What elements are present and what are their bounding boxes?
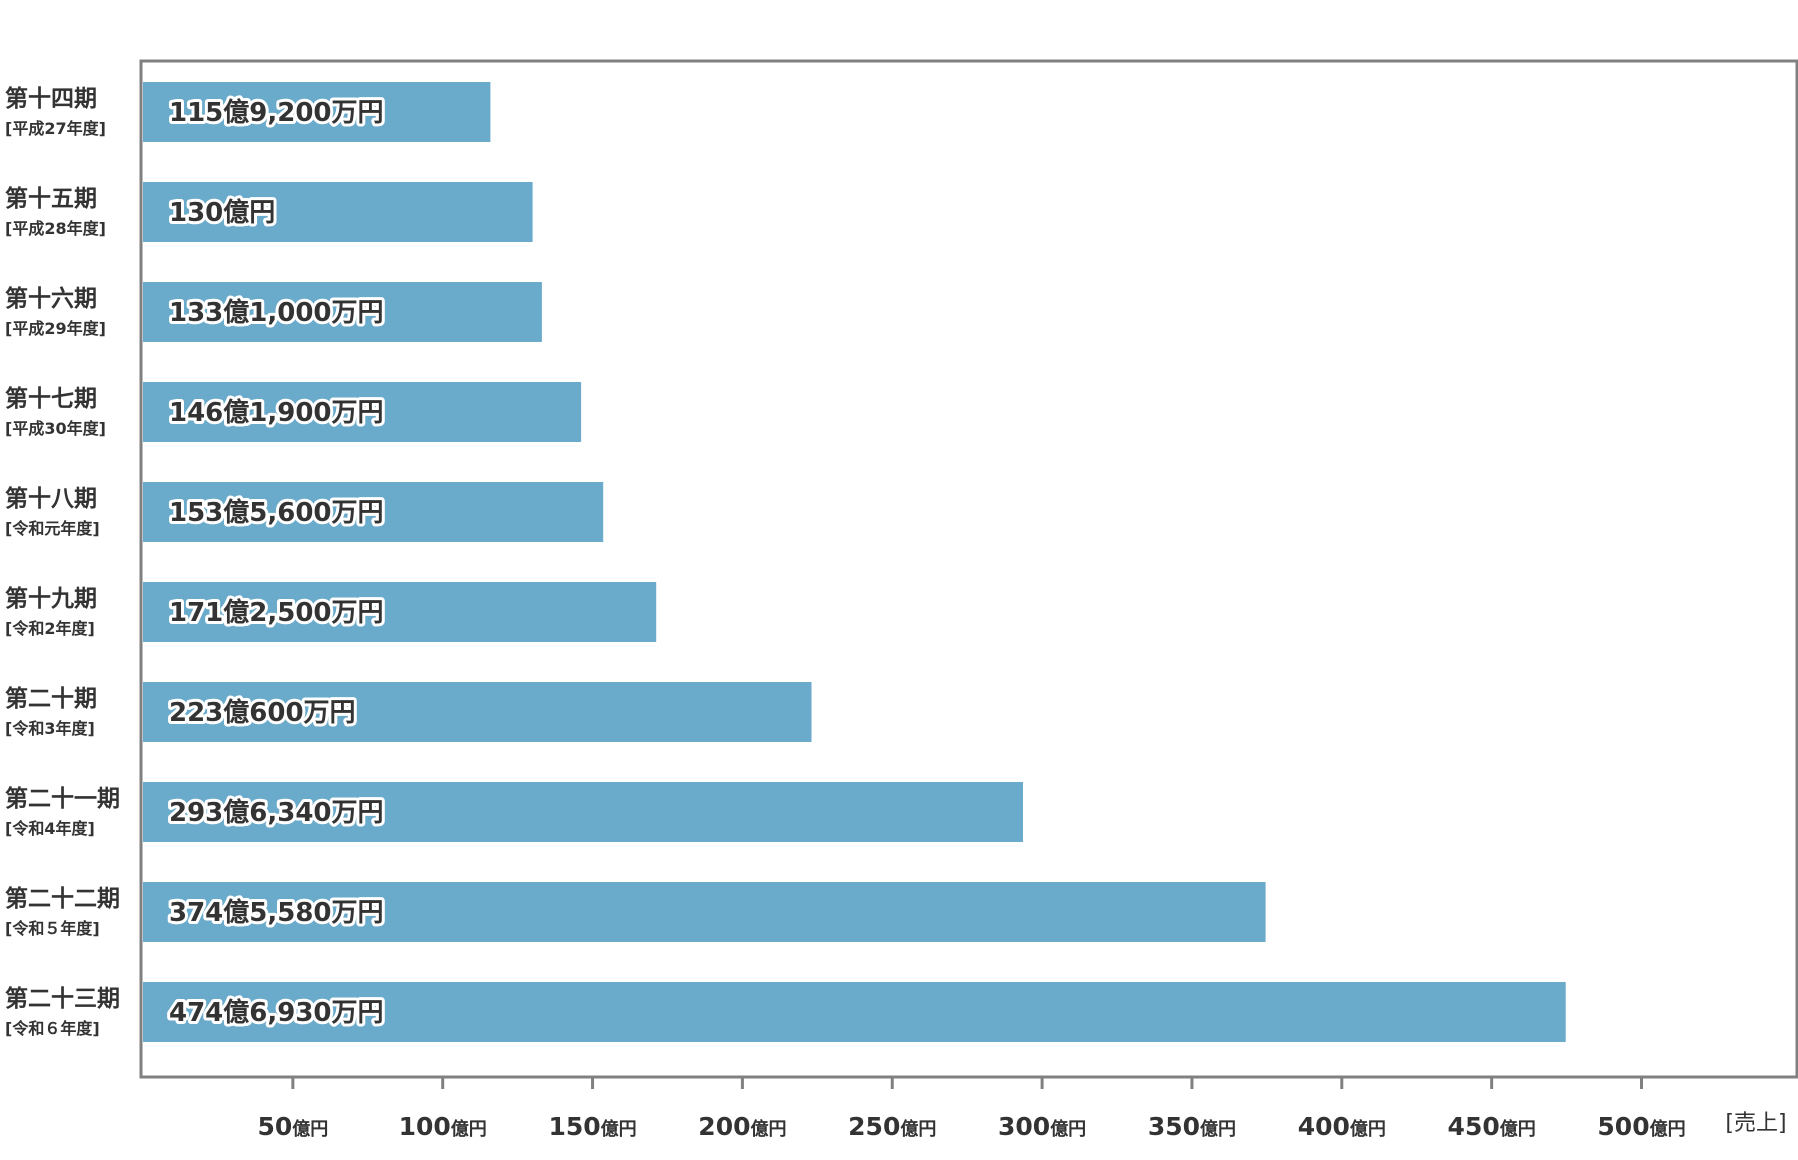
category-era-label: [令和2年度] [5, 619, 95, 638]
bar-value-label: 171億2,500万円 [169, 598, 384, 628]
bar [143, 82, 491, 142]
category-label: 第十七期 [5, 385, 97, 412]
category-era-label: [令和元年度] [5, 519, 100, 538]
category-label: 第十四期 [5, 85, 97, 112]
category-label: 第二十一期 [5, 785, 120, 812]
x-axis-label: [売上] [1725, 1111, 1786, 1136]
bar [143, 582, 657, 642]
bar-value-label: 115億9,200万円 [169, 98, 384, 128]
category-era-label: [令和3年度] [5, 719, 95, 738]
category-label: 第二十期 [5, 685, 97, 712]
x-tick-label: 450億円 [1448, 1112, 1536, 1141]
category-era-label: [平成27年度] [5, 119, 106, 138]
bar [143, 282, 542, 342]
x-tick-label: 200億円 [698, 1112, 786, 1141]
x-tick-label: 350億円 [1148, 1112, 1236, 1141]
bar-value-label: 133億1,000万円 [169, 298, 384, 328]
x-tick-label: 250億円 [848, 1112, 936, 1141]
bar [143, 682, 812, 742]
category-era-label: [令和4年度] [5, 819, 95, 838]
x-tick-label: 400億円 [1298, 1112, 1386, 1141]
bar-value-label: 474億6,930万円 [169, 998, 384, 1028]
category-label: 第十九期 [5, 585, 97, 612]
x-axis-ticks: 50億円 100億円 150億円 200億円 250億円 300億円 350億円 400億円 4… [257, 1077, 1686, 1141]
bar [143, 982, 1566, 1042]
category-era-label: [令和６年度] [5, 1019, 100, 1038]
plot-frame [139, 59, 1798, 1079]
x-tick-label: 50億円 [257, 1112, 328, 1141]
bar [143, 882, 1266, 942]
category-era-label: [平成29年度] [5, 319, 106, 338]
bar [143, 182, 533, 242]
bar [143, 382, 582, 442]
x-tick-label: 500億円 [1597, 1112, 1685, 1141]
bar-value-label: 153億5,600万円 [169, 498, 384, 528]
category-era-label: [平成30年度] [5, 419, 106, 438]
bar-value-label: 374億5,580万円 [169, 898, 384, 928]
category-label: 第二十三期 [5, 985, 120, 1012]
bar [143, 782, 1023, 842]
x-tick-label: 100億円 [399, 1112, 487, 1141]
bars-group: 115億9,200万円 130億円 133億1,000万円 146億1,900万円 15… [143, 82, 1566, 1042]
category-era-label: [平成28年度] [5, 219, 106, 238]
bar [143, 482, 604, 542]
category-label: 第十五期 [5, 185, 97, 212]
category-era-label: [令和５年度] [5, 919, 100, 938]
bar-value-label: 223億600万円 [169, 698, 356, 728]
category-label: 第十八期 [5, 485, 97, 512]
category-label: 第十六期 [5, 285, 97, 312]
bar-value-label: 146億1,900万円 [169, 398, 384, 428]
bar-value-label: 293億6,340万円 [169, 798, 384, 828]
x-tick-label: 300億円 [998, 1112, 1086, 1141]
bar-value-label: 130億円 [169, 198, 275, 228]
x-tick-label: 150億円 [548, 1112, 636, 1141]
category-label: 第二十二期 [5, 885, 120, 912]
category-labels: 第十四期 [平成27年度] 第十五期 [平成28年度] 第十六期 [平成29年度] 第十七期… [5, 85, 120, 1038]
